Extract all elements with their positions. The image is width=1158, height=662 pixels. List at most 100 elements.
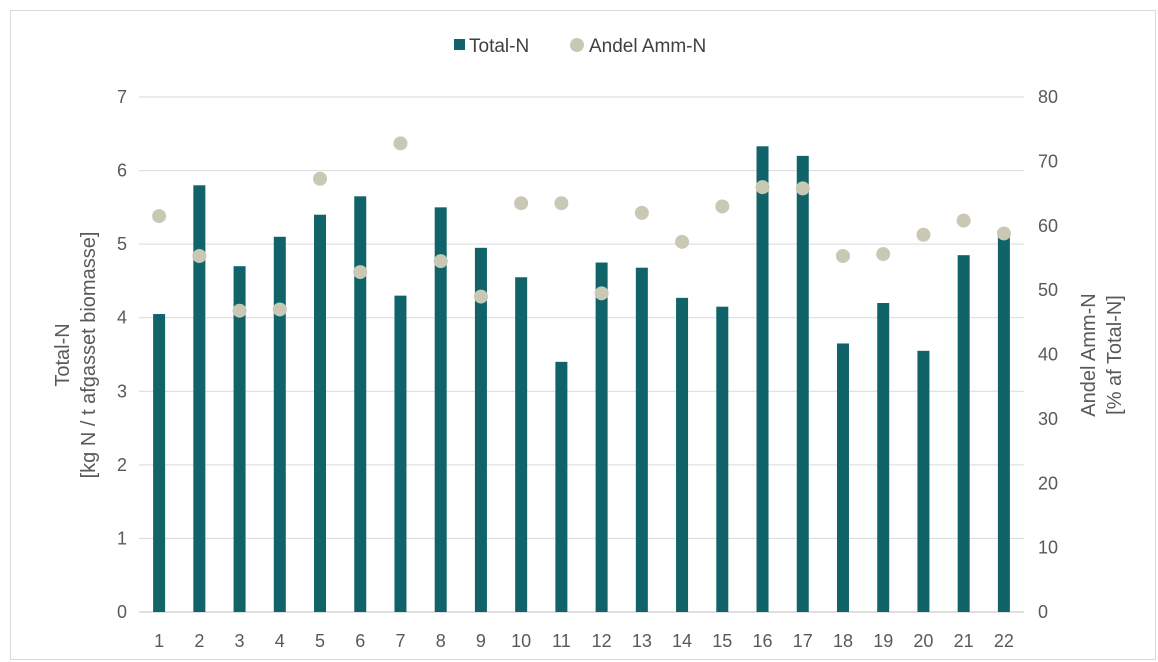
right-tick-label: 0: [1038, 602, 1048, 622]
point-andel-amm-n: [835, 249, 850, 264]
legend: Total-N Andel Amm-N: [454, 36, 706, 57]
left-tick-label: 1: [117, 528, 127, 548]
x-tick-label: 1: [154, 631, 164, 651]
left-axis-title-line1: Total-N: [52, 323, 74, 386]
right-axis-title-line2: [% af Total-N]: [1104, 295, 1126, 415]
bar-total-n: [555, 361, 568, 612]
right-tick-label: 70: [1038, 151, 1058, 171]
point-andel-amm-n: [313, 171, 328, 186]
bar-total-n: [474, 247, 487, 613]
chart-frame: [10, 10, 1156, 660]
left-axis-title-line2: [kg N / t afgasset biomasse]: [78, 232, 100, 479]
point-andel-amm-n: [755, 180, 770, 195]
point-andel-amm-n: [715, 199, 730, 214]
x-tick-label: 8: [436, 631, 446, 651]
scatter-series: [152, 136, 1011, 318]
x-tick-label: 21: [954, 631, 974, 651]
point-andel-amm-n: [152, 209, 167, 224]
left-tick-label: 2: [117, 455, 127, 475]
right-tick-label: 20: [1038, 473, 1058, 493]
bar-series: [153, 146, 1010, 613]
point-andel-amm-n: [433, 254, 448, 269]
bar-total-n: [595, 262, 608, 612]
x-tick-label: 18: [833, 631, 853, 651]
left-tick-label: 0: [117, 602, 127, 622]
bar-total-n: [273, 236, 286, 613]
left-tick-label: 5: [117, 234, 127, 254]
x-tick-label: 12: [592, 631, 612, 651]
legend-label-total-n: Total-N: [469, 36, 529, 57]
point-andel-amm-n: [795, 181, 810, 196]
point-andel-amm-n: [996, 226, 1011, 241]
x-tick-label: 13: [632, 631, 652, 651]
bar-total-n: [716, 306, 729, 612]
bar-total-n: [676, 297, 689, 612]
point-andel-amm-n: [956, 213, 971, 228]
point-andel-amm-n: [554, 196, 569, 211]
left-axis-title: Total-N [kg N / t afgasset biomasse]: [52, 232, 100, 479]
point-andel-amm-n: [232, 303, 247, 318]
bar-total-n: [836, 343, 849, 612]
point-andel-amm-n: [594, 286, 609, 301]
legend-label-andel-amm-n: Andel Amm-N: [589, 36, 706, 57]
x-tick-label: 20: [913, 631, 933, 651]
bar-total-n: [153, 314, 166, 612]
right-tick-label: 80: [1038, 87, 1058, 107]
point-andel-amm-n: [675, 234, 690, 249]
right-axis-ticks: 0 10 20 30 40 50 60 70 80: [1038, 87, 1058, 622]
left-axis-ticks: 0 1 2 3 4 5 6 7: [117, 87, 127, 622]
point-andel-amm-n: [272, 302, 287, 317]
x-tick-label: 16: [753, 631, 773, 651]
bar-total-n: [515, 277, 528, 612]
bar-total-n: [314, 214, 327, 612]
bar-total-n: [917, 350, 930, 612]
gridlines: [139, 96, 1024, 613]
left-tick-label: 6: [117, 161, 127, 181]
x-tick-label: 15: [712, 631, 732, 651]
point-andel-amm-n: [353, 265, 368, 280]
legend-swatch-total-n: [454, 39, 465, 50]
x-axis-ticks: 1 2 3 4 5 6 7 8 9 10 11 12 13 14 15 16 17 18 19 20 21 22: [154, 631, 1014, 651]
point-andel-amm-n: [916, 227, 931, 242]
bar-total-n: [233, 266, 246, 612]
right-tick-label: 60: [1038, 216, 1058, 236]
point-andel-amm-n: [393, 136, 408, 151]
bar-total-n: [394, 295, 407, 612]
bar-total-n: [434, 207, 447, 612]
bar-total-n: [635, 267, 648, 612]
bar-total-n: [997, 236, 1010, 613]
point-andel-amm-n: [876, 247, 891, 262]
legend-swatch-andel-amm-n: [570, 38, 584, 52]
right-tick-label: 40: [1038, 345, 1058, 365]
x-tick-label: 7: [395, 631, 405, 651]
x-tick-label: 2: [194, 631, 204, 651]
right-tick-label: 10: [1038, 538, 1058, 558]
x-tick-label: 9: [476, 631, 486, 651]
point-andel-amm-n: [634, 205, 649, 220]
bar-total-n: [957, 255, 970, 612]
point-andel-amm-n: [192, 249, 207, 264]
bar-total-n: [193, 185, 206, 613]
left-tick-label: 4: [117, 308, 127, 328]
x-tick-label: 10: [511, 631, 531, 651]
x-tick-label: 11: [552, 631, 571, 651]
point-andel-amm-n: [514, 196, 529, 211]
right-tick-label: 30: [1038, 409, 1058, 429]
x-tick-label: 3: [235, 631, 245, 651]
bar-total-n: [756, 146, 769, 613]
left-tick-label: 7: [117, 87, 127, 107]
right-tick-label: 50: [1038, 280, 1058, 300]
x-tick-label: 17: [793, 631, 813, 651]
bar-total-n: [877, 303, 890, 612]
x-tick-label: 5: [315, 631, 325, 651]
bar-total-n: [796, 155, 809, 612]
right-axis-title: Andel Amm-N [% af Total-N]: [1078, 293, 1126, 416]
left-tick-label: 3: [117, 381, 127, 401]
x-tick-label: 14: [672, 631, 692, 651]
bar-total-n: [354, 196, 367, 613]
x-tick-label: 6: [355, 631, 365, 651]
right-axis-title-line1: Andel Amm-N: [1078, 293, 1100, 416]
x-tick-label: 19: [873, 631, 893, 651]
x-tick-label: 4: [275, 631, 285, 651]
